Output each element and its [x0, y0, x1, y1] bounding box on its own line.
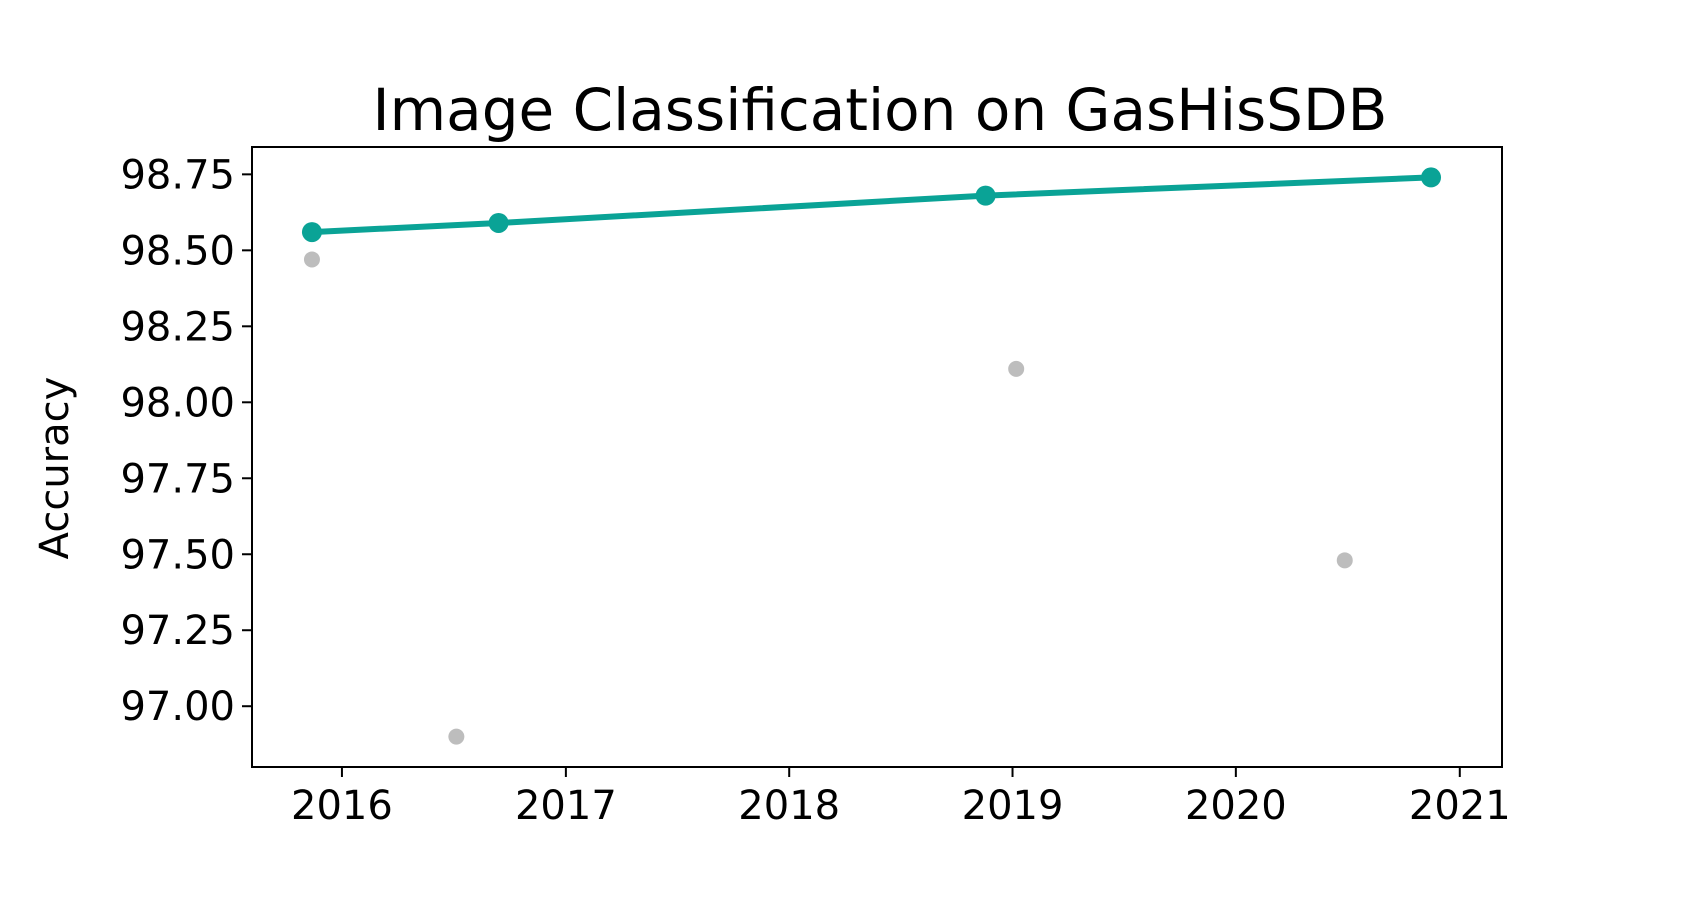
x-tick-label: 2017: [515, 783, 617, 829]
line-point: [1421, 167, 1442, 188]
plot-area: 2016 2017 2018 2019 2020 2021 97.00 97.25 97.50 9…: [120, 152, 1510, 829]
y-tick-label: 97.50: [120, 532, 235, 578]
y-tick-label: 98.25: [120, 304, 235, 350]
scatter-point: [1336, 552, 1353, 569]
scatter-point: [448, 728, 465, 745]
y-tick-label: 97.75: [120, 456, 235, 502]
series-line: [308, 174, 1435, 236]
y-tick-label: 97.00: [120, 684, 235, 730]
x-tick-label: 2021: [1409, 783, 1511, 829]
scatter-point: [1008, 360, 1025, 377]
x-tick-label: 2016: [291, 783, 393, 829]
y-tick-label: 97.25: [120, 608, 235, 654]
x-tick-label: 2020: [1185, 783, 1287, 829]
scatter-point: [303, 251, 320, 268]
line-point: [975, 185, 996, 206]
y-tick-label: 98.00: [120, 380, 235, 426]
y-tick-label: 98.50: [120, 228, 235, 274]
x-tick-label: 2018: [738, 783, 840, 829]
x-tick-label: 2019: [962, 783, 1064, 829]
chart-title: Image Classification on GasHisSDB: [373, 76, 1388, 144]
plot-frame: [251, 146, 1503, 768]
line-point: [301, 222, 322, 243]
y-tick-label: 98.75: [120, 152, 235, 198]
line-point: [488, 212, 509, 233]
y-axis-label: Accuracy: [32, 377, 78, 560]
